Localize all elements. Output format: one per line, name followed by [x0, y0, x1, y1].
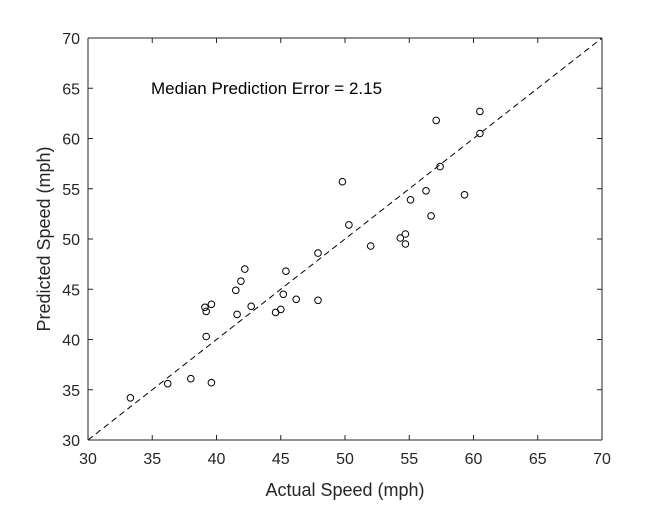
x-tick-label-35: 35 — [143, 451, 161, 468]
data-point-20 — [314, 296, 322, 305]
x-tick-label-45: 45 — [272, 451, 290, 468]
data-point-2 — [163, 379, 172, 388]
data-point-22 — [345, 221, 353, 229]
data-point-21 — [338, 177, 347, 186]
data-point-9 — [233, 310, 241, 319]
data-points-layer — [126, 107, 484, 402]
data-point-31 — [436, 162, 444, 171]
data-point-32 — [460, 191, 469, 199]
y-tick-label-55: 55 — [62, 182, 80, 199]
data-point-26 — [401, 240, 410, 248]
x-tick-label-30: 30 — [79, 451, 97, 468]
data-point-7 — [202, 307, 210, 316]
x-tick-label-50: 50 — [336, 451, 354, 468]
x-tick-label-65: 65 — [529, 451, 547, 468]
y-tick-label-40: 40 — [62, 333, 80, 350]
data-point-29 — [427, 212, 435, 220]
data-point-18 — [292, 295, 301, 304]
y-tick-label-70: 70 — [62, 31, 80, 48]
y-tick-label-50: 50 — [62, 232, 80, 249]
data-point-10 — [232, 286, 240, 295]
x-tick-label-40: 40 — [208, 451, 226, 468]
median-error-annotation: Median Prediction Error = 2.15 — [151, 79, 382, 98]
x-axis-label: Actual Speed (mph) — [265, 480, 424, 500]
reference-line-y-equals-x — [87, 37, 603, 441]
data-point-15 — [277, 305, 285, 314]
data-point-13 — [247, 302, 255, 311]
data-point-30 — [432, 116, 441, 125]
data-point-16 — [279, 290, 288, 299]
data-point-19 — [314, 249, 322, 257]
x-tick-label-70: 70 — [593, 451, 611, 468]
data-point-4 — [207, 378, 216, 387]
y-tick-label-45: 45 — [62, 282, 80, 299]
data-point-6 — [201, 303, 209, 312]
y-tick-label-35: 35 — [62, 383, 80, 400]
data-point-12 — [241, 265, 249, 273]
data-point-28 — [422, 187, 430, 195]
data-point-34 — [476, 129, 484, 138]
data-point-1 — [126, 394, 135, 402]
data-point-8 — [207, 300, 216, 309]
y-axis-label: Predicted Speed (mph) — [34, 146, 54, 331]
data-point-27 — [406, 196, 415, 204]
data-point-23 — [366, 242, 375, 250]
y-tick-label-30: 30 — [62, 433, 80, 450]
data-point-5 — [202, 332, 210, 341]
y-tick-label-60: 60 — [62, 132, 80, 149]
reference-line-layer — [87, 37, 603, 441]
x-tick-label-55: 55 — [400, 451, 418, 468]
data-point-3 — [187, 374, 195, 383]
ticks-layer: 30 35 40 45 50 55 60 65 70 30 35 40 45 50 55 60 65 70 — [62, 31, 611, 468]
y-tick-label-65: 65 — [62, 81, 80, 98]
data-point-24 — [396, 234, 405, 242]
data-point-25 — [401, 230, 410, 238]
x-tick-label-60: 60 — [465, 451, 483, 468]
data-point-11 — [237, 277, 245, 286]
data-point-33 — [476, 107, 484, 116]
data-point-17 — [282, 267, 290, 276]
